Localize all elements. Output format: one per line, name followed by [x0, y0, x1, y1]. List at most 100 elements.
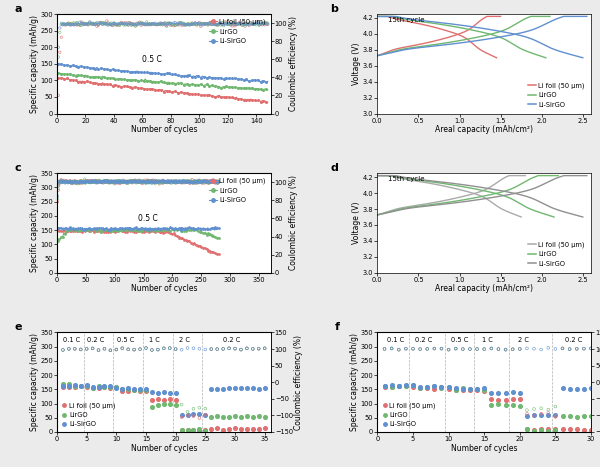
Point — [142, 177, 152, 184]
Point — [65, 177, 75, 184]
Point — [71, 178, 81, 186]
Point — [71, 180, 81, 187]
Point — [118, 345, 127, 352]
Point — [137, 178, 146, 186]
Point — [117, 179, 127, 186]
Point — [522, 412, 532, 419]
Point — [189, 21, 199, 28]
Point — [458, 345, 467, 353]
Point — [75, 177, 85, 184]
Point — [112, 178, 121, 186]
Point — [63, 178, 73, 186]
Point — [97, 179, 107, 186]
Point — [113, 177, 123, 184]
Point — [212, 178, 222, 185]
Point — [151, 177, 161, 185]
Point — [192, 178, 202, 186]
Point — [212, 346, 222, 353]
Point — [65, 177, 75, 185]
Point — [227, 19, 237, 27]
Point — [203, 178, 213, 185]
Point — [551, 403, 560, 410]
Point — [212, 385, 222, 393]
Point — [86, 20, 96, 28]
Point — [75, 21, 85, 29]
Point — [185, 21, 194, 28]
Point — [169, 21, 179, 28]
Point — [55, 177, 64, 185]
Point — [169, 177, 179, 185]
Point — [160, 178, 170, 185]
Point — [88, 177, 97, 185]
Point — [202, 178, 212, 185]
Point — [91, 177, 101, 184]
Point — [262, 20, 271, 27]
Point — [112, 384, 121, 391]
Point — [248, 345, 257, 353]
Point — [394, 382, 404, 389]
Point — [133, 21, 143, 28]
Point — [139, 179, 148, 186]
Point — [131, 21, 140, 28]
Point — [172, 20, 181, 28]
Point — [515, 395, 524, 403]
Point — [165, 178, 175, 186]
Point — [169, 177, 178, 185]
Point — [166, 178, 175, 185]
Point — [248, 413, 257, 421]
Y-axis label: Specific capacity (mAh/g): Specific capacity (mAh/g) — [350, 333, 359, 431]
Point — [64, 179, 73, 186]
Point — [149, 179, 158, 186]
Point — [109, 179, 118, 186]
Point — [143, 178, 153, 185]
Point — [75, 178, 85, 186]
Point — [551, 425, 560, 433]
Y-axis label: Coulombic efficiency (%): Coulombic efficiency (%) — [289, 176, 298, 270]
Point — [430, 383, 439, 390]
Point — [515, 345, 524, 353]
Point — [173, 178, 183, 186]
Point — [56, 177, 66, 184]
Point — [196, 21, 206, 28]
Point — [161, 178, 170, 185]
Point — [194, 414, 204, 422]
Point — [166, 178, 176, 185]
Point — [487, 345, 496, 352]
Point — [91, 178, 100, 185]
Point — [508, 401, 517, 409]
Point — [451, 386, 461, 394]
Point — [572, 413, 581, 420]
Point — [64, 177, 74, 185]
Point — [210, 178, 220, 185]
Point — [67, 20, 76, 27]
Point — [200, 405, 210, 412]
Point — [59, 178, 69, 185]
Point — [202, 20, 211, 28]
Point — [148, 20, 157, 28]
Point — [194, 178, 204, 186]
Point — [82, 382, 91, 389]
Point — [190, 177, 199, 184]
Point — [387, 383, 397, 391]
Point — [205, 178, 214, 186]
Point — [124, 21, 133, 28]
Point — [115, 21, 124, 29]
Point — [551, 411, 560, 419]
Point — [159, 177, 169, 184]
Point — [230, 345, 240, 352]
Point — [118, 177, 128, 184]
Point — [116, 179, 125, 186]
Point — [88, 20, 97, 28]
Point — [179, 177, 188, 184]
Point — [529, 427, 539, 435]
Point — [183, 408, 193, 416]
Point — [179, 20, 188, 27]
Point — [186, 21, 196, 28]
Point — [145, 20, 154, 28]
Point — [164, 178, 173, 185]
Point — [139, 21, 149, 28]
Point — [233, 20, 242, 28]
Point — [197, 20, 207, 27]
Point — [154, 21, 163, 28]
Point — [171, 346, 181, 353]
